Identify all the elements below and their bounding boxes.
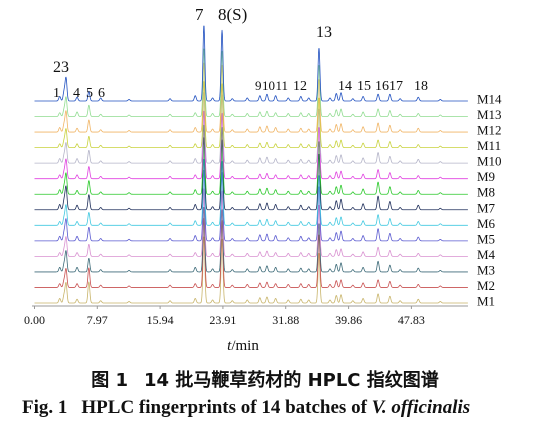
- figure-caption-zh: 图 1 14 批马鞭草药材的 HPLC 指纹图谱: [0, 366, 530, 392]
- x-axis-label: t/min: [227, 338, 259, 354]
- figure-caption-zh-text: 14 批马鞭草药材的 HPLC 指纹图谱: [144, 370, 439, 391]
- series-label-m4: M4: [477, 247, 496, 262]
- peak-label-4: 4: [73, 86, 80, 101]
- peak-label-13: 13: [316, 24, 332, 41]
- peak-labels: 1 2 3 4 5 6 7 8(S) 9 10 11 12 13 14 15 1…: [53, 5, 428, 101]
- figure-caption-en: Fig. 1 HPLC fingerprints of 14 batches of…: [22, 397, 470, 419]
- figure-caption-zh-label: 图 1: [91, 370, 128, 391]
- series-label-m12: M12: [477, 123, 502, 138]
- series-label-m1: M1: [477, 294, 495, 309]
- trace-m3: [34, 207, 468, 273]
- peak-label-7: 7: [195, 5, 204, 24]
- trace-m2: [34, 218, 468, 288]
- series-label-m7: M7: [477, 200, 496, 215]
- x-tick-label: 39.86: [335, 313, 362, 327]
- x-tick-label: 23.91: [209, 313, 236, 327]
- x-tick-label: 7.97: [87, 313, 108, 327]
- series-label-m8: M8: [477, 185, 495, 200]
- x-axis-label-unit: /min: [231, 338, 259, 354]
- peak-label-3: 3: [61, 59, 69, 76]
- x-axis-label-variable: t: [227, 338, 232, 354]
- peak-label-18: 18: [414, 79, 428, 94]
- series-label-m10: M10: [477, 154, 502, 169]
- trace-m9: [34, 110, 468, 180]
- series-label-m6: M6: [477, 216, 496, 231]
- series-label-m9: M9: [477, 169, 495, 184]
- peak-label-11: 11: [276, 78, 289, 93]
- series-label-m2: M2: [477, 278, 495, 293]
- x-tick-label: 47.83: [398, 313, 425, 327]
- x-tick-label: 15.94: [147, 313, 174, 327]
- x-tick-label: 31.88: [272, 313, 299, 327]
- trace-m14: [34, 25, 468, 102]
- peak-label-10: 10: [262, 78, 275, 93]
- trace-m13: [34, 48, 468, 117]
- trace-m5: [34, 169, 468, 242]
- chromatogram-traces: [34, 25, 468, 304]
- x-tick-label: 0.00: [24, 313, 45, 327]
- trace-m4: [34, 188, 468, 257]
- trace-m12: [34, 62, 468, 133]
- peak-label-17: 17: [389, 79, 403, 94]
- figure-caption-en-text: HPLC fingerprints of 14 batches of: [81, 397, 367, 418]
- peak-label-5: 5: [86, 86, 93, 101]
- series-label-m13: M13: [477, 107, 502, 122]
- hplc-chromatogram-overlay: 0.00 7.97 15.94 23.91 31.88 39.86 47.83 M1M2M3…: [24, 5, 502, 354]
- trace-m10: [34, 92, 468, 164]
- series-label-m11: M11: [477, 138, 501, 153]
- series-label-m3: M3: [477, 262, 495, 277]
- peak-label-9: 9: [255, 78, 262, 93]
- figure-caption-en-label: Fig. 1: [22, 397, 68, 418]
- trace-m11: [34, 81, 468, 148]
- series-label-m14: M14: [477, 92, 502, 107]
- peak-label-14: 14: [338, 79, 352, 94]
- x-axis-ticks: 0.00 7.97 15.94 23.91 31.88 39.86 47.83: [24, 306, 425, 327]
- trace-m1: [34, 236, 468, 304]
- series-label-m5: M5: [477, 231, 495, 246]
- figure-caption-en-species: V. officinalis: [371, 397, 471, 418]
- peak-label-2: 2: [53, 59, 61, 76]
- peak-label-1: 1: [53, 86, 60, 101]
- trace-m6: [34, 158, 468, 226]
- trace-m8: [34, 124, 468, 195]
- trace-m7: [34, 137, 468, 211]
- peak-label-12: 12: [293, 79, 307, 94]
- peak-label-6: 6: [98, 86, 105, 101]
- peak-label-8: 8(S): [218, 5, 247, 24]
- peak-label-15: 15: [357, 79, 371, 94]
- peak-label-16: 16: [375, 79, 389, 94]
